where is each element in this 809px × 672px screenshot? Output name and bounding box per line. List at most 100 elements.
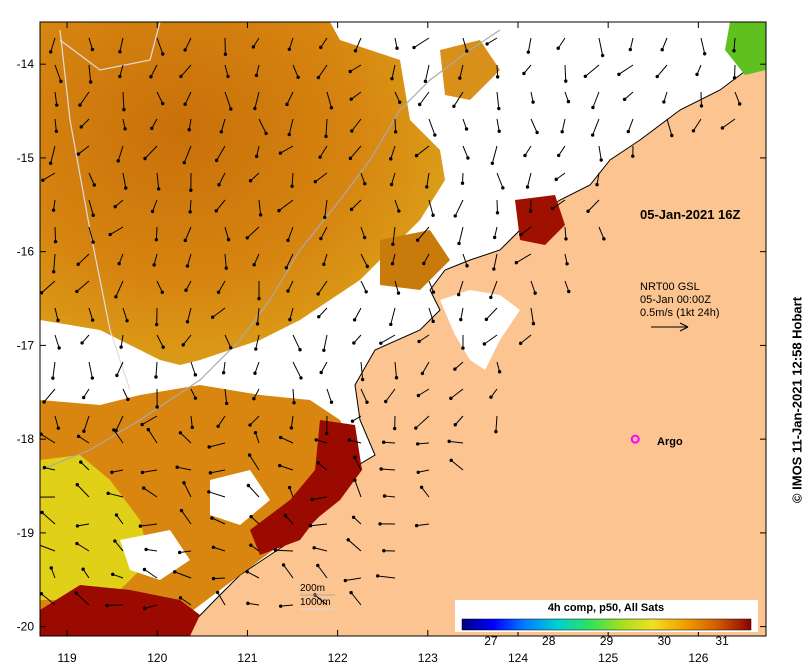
current-vector	[220, 118, 226, 132]
current-vector-head	[460, 181, 465, 185]
current-vector	[462, 145, 469, 159]
current-vector	[557, 37, 566, 49]
current-vector	[426, 172, 430, 187]
argo-float-marker[interactable]	[630, 434, 640, 444]
argo-label: Argo	[657, 436, 683, 448]
current-vector	[459, 64, 464, 79]
current-vector-head	[283, 513, 288, 518]
current-vector-head	[363, 181, 367, 186]
current-vector	[391, 64, 396, 79]
current-vector-head	[78, 103, 82, 107]
current-vector-head	[414, 426, 418, 430]
current-vector	[174, 571, 192, 579]
current-vector-head	[264, 131, 268, 136]
current-vector	[275, 549, 294, 552]
current-vector-head	[296, 75, 300, 79]
current-vector	[218, 172, 226, 185]
current-vector	[561, 118, 566, 132]
current-vector	[177, 466, 192, 471]
current-vector	[317, 462, 328, 471]
current-vector	[255, 334, 260, 350]
current-vector	[320, 37, 328, 48]
current-vector	[627, 118, 634, 132]
current-vector	[258, 118, 267, 134]
current-vector	[257, 307, 260, 324]
current-vector-head	[273, 548, 278, 552]
current-vector-head	[149, 75, 153, 79]
current-vector	[78, 435, 90, 444]
current-vector-head	[105, 603, 109, 608]
current-vector-head	[501, 186, 505, 190]
current-vector	[122, 388, 129, 400]
current-vector-head	[414, 153, 419, 158]
current-vector-head	[391, 242, 395, 246]
current-vector-head	[254, 154, 259, 159]
current-vector	[108, 492, 124, 498]
current-vector	[40, 593, 56, 606]
current-vector-head	[531, 321, 536, 326]
current-vector	[285, 515, 294, 525]
current-vector	[141, 415, 158, 425]
current-vector	[496, 172, 504, 189]
current-vector-head	[378, 522, 382, 526]
current-vector-head	[322, 348, 326, 352]
current-vector	[156, 91, 164, 104]
current-vector	[156, 334, 164, 348]
current-vector-head	[175, 465, 179, 469]
current-vector	[77, 523, 90, 527]
current-vector-head	[248, 423, 252, 427]
current-vector-head	[110, 470, 114, 474]
current-vector-head	[490, 161, 495, 166]
current-vector	[661, 37, 668, 50]
current-vector-head	[161, 52, 165, 56]
current-vector-head	[600, 53, 605, 58]
current-vector-head	[278, 604, 283, 608]
current-vector	[418, 334, 430, 342]
current-vector	[182, 334, 192, 346]
current-vector-head	[211, 576, 216, 581]
current-vector	[326, 91, 332, 108]
current-vector	[285, 253, 294, 268]
current-vector	[254, 361, 260, 374]
no-data-gap-3	[120, 530, 190, 580]
current-vector-head	[226, 74, 230, 79]
current-vector-head	[346, 538, 350, 542]
current-vector	[152, 199, 158, 212]
current-vector-head	[252, 262, 256, 267]
current-vector-head	[465, 49, 469, 53]
current-vector	[693, 118, 702, 132]
current-vector-head	[292, 401, 296, 405]
current-vector	[598, 145, 602, 161]
current-vector-head	[518, 341, 523, 346]
current-vector-head	[360, 377, 365, 382]
current-vector-head	[141, 486, 146, 490]
current-vector-head	[76, 262, 80, 267]
current-vector	[119, 37, 124, 52]
current-vector-head	[289, 426, 294, 430]
current-vector-head	[316, 292, 320, 296]
current-vector-head	[737, 102, 742, 106]
current-vector-head	[161, 101, 165, 106]
current-vector	[253, 253, 260, 265]
current-vector-head	[415, 238, 420, 242]
current-vector	[418, 388, 430, 396]
current-vector	[54, 91, 58, 106]
current-vector-head	[353, 49, 358, 53]
current-vector	[428, 118, 436, 136]
current-vector-head	[457, 241, 461, 246]
current-vector	[183, 482, 192, 498]
current-vector-head	[185, 264, 190, 268]
current-vector	[323, 334, 328, 351]
current-vector	[384, 495, 396, 498]
y-tick-label: -17	[17, 338, 35, 352]
current-vector	[155, 226, 158, 240]
current-vector	[216, 145, 226, 161]
current-vector-head	[249, 543, 253, 547]
current-vector-head	[56, 318, 60, 322]
current-vector	[252, 37, 260, 48]
current-vector	[280, 145, 294, 154]
current-vector-head	[316, 461, 321, 465]
current-vector	[143, 487, 158, 498]
current-vector	[462, 253, 468, 266]
current-vector-head	[525, 185, 530, 189]
